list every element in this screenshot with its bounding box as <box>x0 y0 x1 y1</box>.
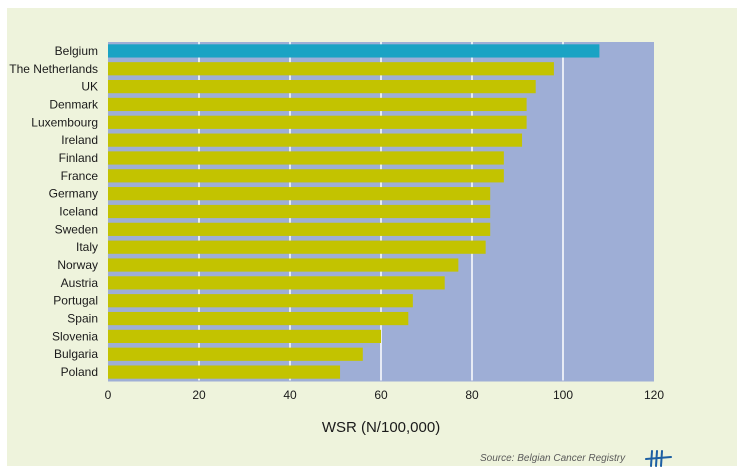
bar-finland <box>108 151 504 165</box>
category-label: The Netherlands <box>9 62 98 76</box>
category-label: Sweden <box>55 222 98 236</box>
bar-iceland <box>108 204 491 219</box>
bar-norway <box>108 258 459 272</box>
bar-luxembourg <box>108 115 527 129</box>
bar-the-netherlands <box>108 62 554 76</box>
bar-austria <box>108 276 445 290</box>
tick-label: 120 <box>644 388 664 402</box>
category-label: France <box>61 169 99 183</box>
category-labels: Belgium The Netherlands UK Denmark Luxembour… <box>9 44 99 379</box>
registry-logo-icon <box>645 450 672 467</box>
tick-label: 60 <box>374 388 388 402</box>
tick-label: 100 <box>553 388 573 402</box>
category-label: Austria <box>61 276 99 290</box>
source-note: Source: Belgian Cancer Registry <box>480 453 626 464</box>
bar-italy <box>108 240 486 254</box>
bar-belgium <box>108 44 600 58</box>
category-label: UK <box>81 80 98 94</box>
bar-germany <box>108 187 491 201</box>
category-label: Portugal <box>53 294 98 308</box>
bar-portugal <box>108 294 413 308</box>
tick-label: 0 <box>105 388 112 402</box>
category-label: Iceland <box>59 205 98 219</box>
bar-poland <box>108 365 341 379</box>
category-label: Italy <box>76 240 98 254</box>
category-label: Norway <box>57 258 98 272</box>
category-label: Slovenia <box>52 329 98 343</box>
tick-label: 20 <box>192 388 206 402</box>
category-label: Ireland <box>61 133 98 147</box>
tick-label: 80 <box>465 388 479 402</box>
category-label: Spain <box>67 312 98 326</box>
bar-denmark <box>108 97 527 112</box>
x-axis-title: WSR (N/100,000) <box>322 419 440 436</box>
category-label: Denmark <box>49 97 99 111</box>
bar-uk <box>108 80 536 94</box>
category-label: Belgium <box>55 44 98 58</box>
category-label: Bulgaria <box>54 347 98 361</box>
category-label: Poland <box>61 365 98 379</box>
bar-france <box>108 169 504 183</box>
bar-spain <box>108 311 409 326</box>
bar-sweden <box>108 222 491 236</box>
x-axis-ticks: 0 20 40 60 80 100 120 <box>105 388 665 402</box>
category-label: Finland <box>59 151 98 165</box>
tick-label: 40 <box>283 388 297 402</box>
category-label: Luxembourg <box>31 115 98 129</box>
category-label: Germany <box>49 187 98 201</box>
bar-slovenia <box>108 329 381 343</box>
bars <box>108 44 600 379</box>
bar-ireland <box>108 133 523 147</box>
bar-bulgaria <box>108 347 363 361</box>
